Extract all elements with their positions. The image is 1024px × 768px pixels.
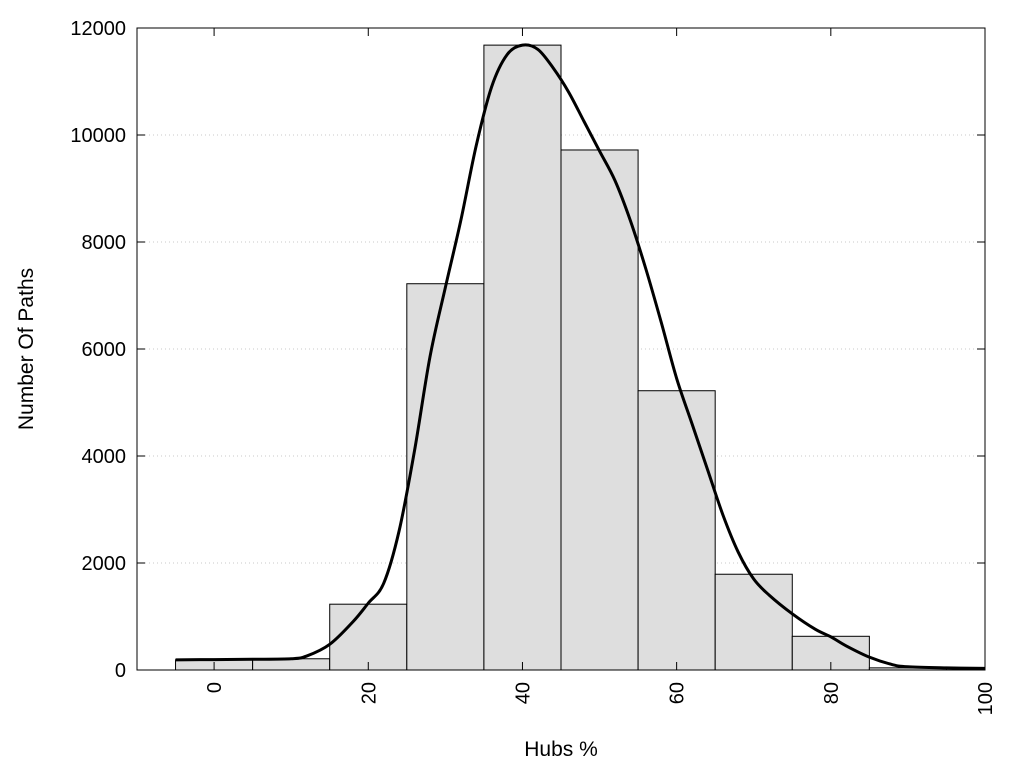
x-tick-label: 80 [821, 682, 843, 704]
y-tick-label: 10000 [70, 125, 126, 147]
histogram-bar [406, 283, 485, 671]
density-curve-layer [175, 43, 986, 670]
y-tick-label: 4000 [82, 446, 127, 468]
x-tick-label: 20 [358, 682, 380, 704]
y-tick-label: 6000 [82, 339, 127, 361]
x-axis-ticks: 0 20 40 60 80 100 [204, 28, 997, 715]
bars [175, 44, 947, 671]
x-tick-label: 40 [512, 682, 534, 704]
histogram-bar [714, 573, 793, 671]
histogram-bar [560, 149, 639, 671]
x-tick-label: 60 [667, 682, 689, 704]
x-axis-label: Hubs % [524, 738, 598, 761]
histogram-bar [483, 44, 562, 671]
histogram-bar [637, 390, 716, 671]
density-curve [175, 43, 986, 670]
y-axis-label: Number Of Paths [15, 268, 38, 430]
y-tick-label: 12000 [70, 18, 126, 40]
y-tick-label: 0 [115, 660, 126, 682]
y-tick-label: 2000 [82, 553, 127, 575]
y-tick-label: 8000 [82, 232, 127, 254]
y-axis-ticks: 0 2000 4000 6000 8000 10000 12000 [70, 18, 985, 682]
x-tick-label: 0 [204, 682, 226, 693]
histogram-bar [329, 603, 408, 671]
x-tick-label: 100 [975, 682, 997, 715]
